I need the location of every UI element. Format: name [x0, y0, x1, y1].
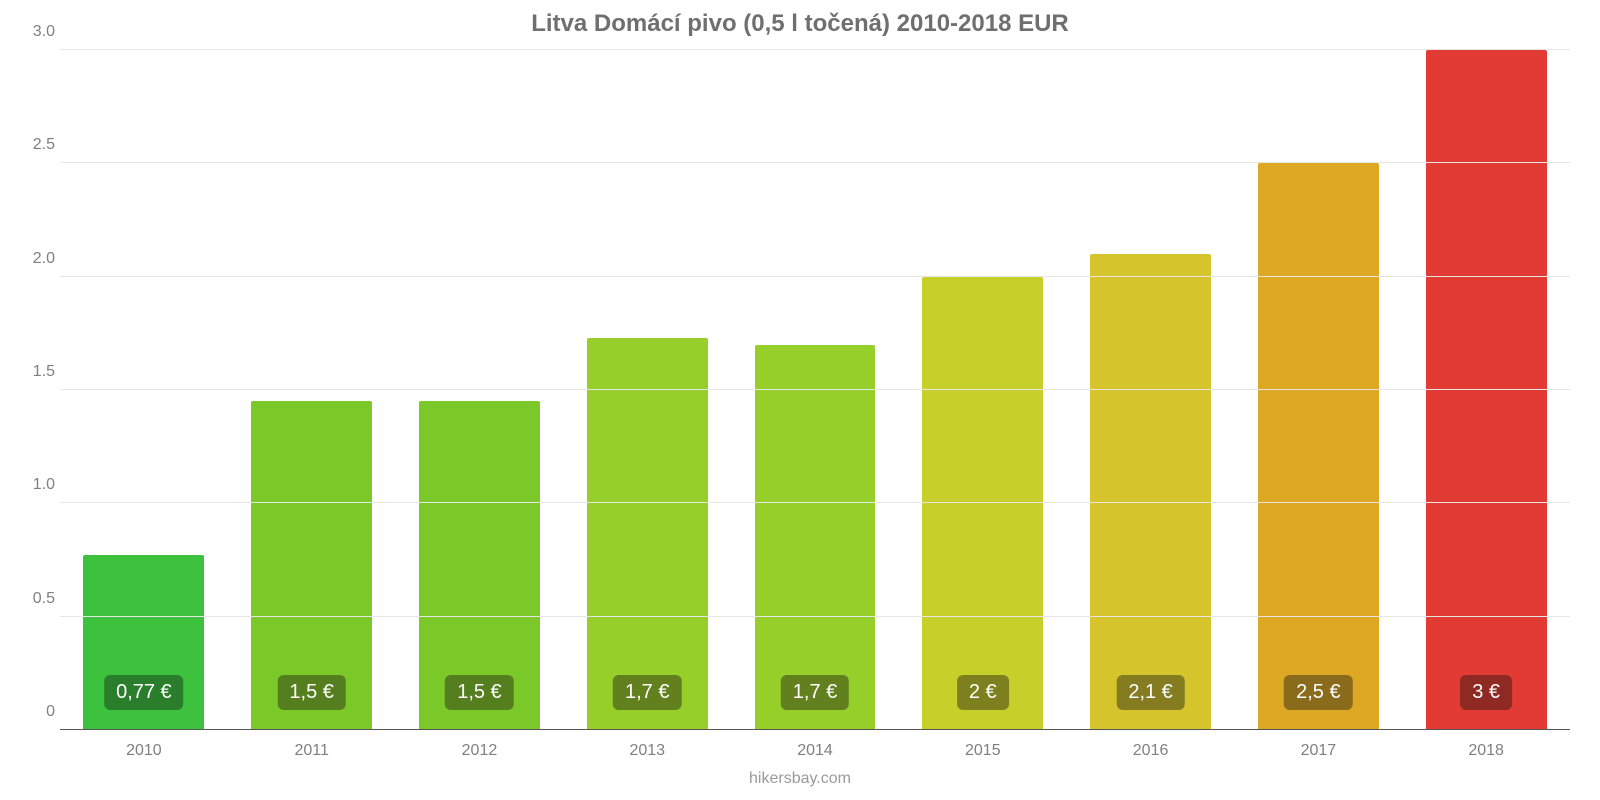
- bar-value-label: 0,77 €: [104, 675, 184, 710]
- bar-slot: 1,5 €: [396, 50, 564, 730]
- x-tick-label: 2012: [396, 742, 564, 760]
- x-tick-label: 2018: [1402, 742, 1570, 760]
- x-axis-labels: 201020112012201320142015201620172018: [60, 742, 1570, 760]
- bar-slot: 1,7 €: [563, 50, 731, 730]
- bar: 2,5 €: [1258, 163, 1379, 730]
- bar: 1,5 €: [251, 401, 372, 730]
- chart-title: Litva Domácí pivo (0,5 l točená) 2010-20…: [0, 0, 1600, 38]
- bar-slot: 3 €: [1402, 50, 1570, 730]
- bar: 2,1 €: [1090, 254, 1211, 730]
- bar: 1,7 €: [587, 338, 708, 730]
- x-tick-label: 2011: [228, 742, 396, 760]
- bar-value-label: 2,5 €: [1284, 675, 1352, 710]
- bar-slot: 1,5 €: [228, 50, 396, 730]
- grid-line: [60, 389, 1570, 390]
- bar-value-label: 1,7 €: [613, 675, 681, 710]
- grid-line: [60, 162, 1570, 163]
- bar-slot: 1,7 €: [731, 50, 899, 730]
- grid-line: [60, 276, 1570, 277]
- bar: 1,7 €: [755, 345, 876, 730]
- x-tick-label: 2017: [1234, 742, 1402, 760]
- grid-line: [60, 49, 1570, 50]
- grid-line: [60, 616, 1570, 617]
- bar: 3 €: [1426, 50, 1547, 730]
- y-tick-label: 0: [15, 703, 55, 721]
- bar: 0,77 €: [83, 555, 204, 730]
- x-axis-baseline: [60, 729, 1570, 730]
- plot-area: 0,77 € 1,5 € 1,5 € 1,7 € 1,7 € 2 € 2,1 € 2,5 € 3…: [60, 50, 1570, 730]
- x-tick-label: 2013: [563, 742, 731, 760]
- y-tick-label: 2.0: [15, 250, 55, 268]
- x-tick-label: 2016: [1067, 742, 1235, 760]
- x-tick-label: 2014: [731, 742, 899, 760]
- bar-slot: 2,1 €: [1067, 50, 1235, 730]
- bar-slot: 0,77 €: [60, 50, 228, 730]
- bar-slot: 2,5 €: [1234, 50, 1402, 730]
- y-tick-label: 1.5: [15, 363, 55, 381]
- bar-chart: Litva Domácí pivo (0,5 l točená) 2010-20…: [0, 0, 1600, 800]
- y-tick-label: 0.5: [15, 590, 55, 608]
- x-tick-label: 2010: [60, 742, 228, 760]
- bar-value-label: 3 €: [1460, 675, 1512, 710]
- x-tick-label: 2015: [899, 742, 1067, 760]
- bar-value-label: 1,5 €: [445, 675, 513, 710]
- y-tick-label: 2.5: [15, 136, 55, 154]
- bar: 1,5 €: [419, 401, 540, 730]
- bar-slot: 2 €: [899, 50, 1067, 730]
- attribution-text: hikersbay.com: [0, 770, 1600, 788]
- y-tick-label: 1.0: [15, 476, 55, 494]
- bar-value-label: 2 €: [957, 675, 1009, 710]
- bar-value-label: 1,5 €: [277, 675, 345, 710]
- bar-value-label: 1,7 €: [781, 675, 849, 710]
- bar-value-label: 2,1 €: [1116, 675, 1184, 710]
- bars-row: 0,77 € 1,5 € 1,5 € 1,7 € 1,7 € 2 € 2,1 € 2,5 € 3…: [60, 50, 1570, 730]
- grid-line: [60, 502, 1570, 503]
- y-tick-label: 3.0: [15, 23, 55, 41]
